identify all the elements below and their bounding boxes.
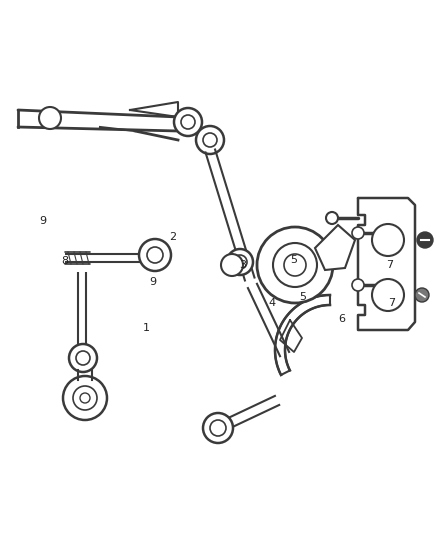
Text: 7: 7 xyxy=(389,298,396,308)
Circle shape xyxy=(372,279,404,311)
Circle shape xyxy=(415,288,429,302)
Text: 9: 9 xyxy=(39,216,46,226)
Circle shape xyxy=(227,249,253,275)
Text: 1: 1 xyxy=(143,323,150,333)
Text: 7: 7 xyxy=(386,261,393,270)
Polygon shape xyxy=(247,283,290,357)
Circle shape xyxy=(210,420,226,436)
Circle shape xyxy=(284,254,306,276)
Circle shape xyxy=(203,413,233,443)
Circle shape xyxy=(417,232,433,248)
Circle shape xyxy=(76,351,90,365)
Polygon shape xyxy=(205,149,255,281)
Circle shape xyxy=(39,107,61,129)
Circle shape xyxy=(233,255,247,269)
Text: 5: 5 xyxy=(299,293,306,302)
Wedge shape xyxy=(275,295,330,375)
Circle shape xyxy=(174,108,202,136)
Circle shape xyxy=(257,227,333,303)
Circle shape xyxy=(196,126,224,154)
Text: 8: 8 xyxy=(61,256,68,266)
Text: 5: 5 xyxy=(290,255,297,265)
Circle shape xyxy=(181,115,195,129)
Polygon shape xyxy=(78,272,86,355)
Circle shape xyxy=(221,254,243,276)
Circle shape xyxy=(273,243,317,287)
Circle shape xyxy=(73,386,97,410)
Polygon shape xyxy=(315,225,355,270)
Circle shape xyxy=(147,247,163,263)
Circle shape xyxy=(352,227,364,239)
Circle shape xyxy=(352,279,364,291)
Text: 3: 3 xyxy=(240,261,247,270)
Text: 4: 4 xyxy=(268,298,275,308)
Text: 2: 2 xyxy=(170,232,177,242)
Text: 9: 9 xyxy=(149,278,156,287)
Circle shape xyxy=(203,133,217,147)
Circle shape xyxy=(139,239,171,271)
Circle shape xyxy=(63,376,107,420)
Text: 6: 6 xyxy=(338,314,345,324)
Circle shape xyxy=(326,212,338,224)
Polygon shape xyxy=(223,395,280,430)
Circle shape xyxy=(69,344,97,372)
Polygon shape xyxy=(65,254,140,262)
Circle shape xyxy=(372,224,404,256)
Circle shape xyxy=(80,393,90,403)
Polygon shape xyxy=(358,198,415,330)
